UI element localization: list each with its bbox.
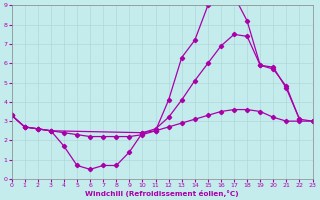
X-axis label: Windchill (Refroidissement éolien,°C): Windchill (Refroidissement éolien,°C): [85, 190, 239, 197]
